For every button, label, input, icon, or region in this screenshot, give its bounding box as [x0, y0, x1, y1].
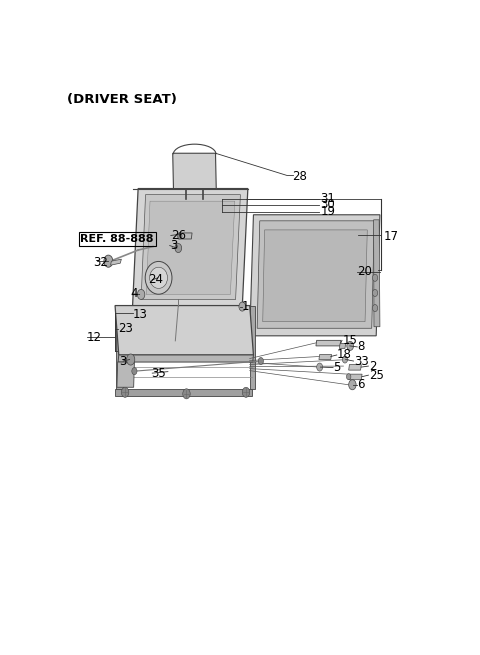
- Circle shape: [372, 274, 378, 282]
- Text: REF. 88-888: REF. 88-888: [81, 234, 154, 244]
- Text: 26: 26: [171, 229, 186, 242]
- Text: 2: 2: [369, 360, 376, 373]
- Text: 3: 3: [120, 354, 127, 367]
- Circle shape: [372, 305, 378, 312]
- Circle shape: [121, 387, 129, 398]
- Polygon shape: [178, 233, 192, 239]
- Text: 6: 6: [358, 378, 365, 391]
- Text: 24: 24: [148, 273, 164, 286]
- Text: 28: 28: [292, 170, 307, 183]
- Text: 12: 12: [87, 331, 102, 344]
- Circle shape: [372, 290, 378, 297]
- Circle shape: [342, 356, 348, 363]
- Text: 32: 32: [94, 256, 108, 269]
- Polygon shape: [348, 374, 362, 380]
- Circle shape: [104, 255, 113, 267]
- Text: 23: 23: [118, 322, 132, 335]
- Text: 17: 17: [384, 230, 398, 243]
- Ellipse shape: [150, 267, 168, 288]
- Polygon shape: [115, 305, 253, 355]
- Polygon shape: [250, 215, 380, 336]
- Circle shape: [348, 380, 356, 390]
- Polygon shape: [263, 230, 367, 322]
- Polygon shape: [110, 259, 121, 265]
- Text: 5: 5: [334, 361, 341, 374]
- Polygon shape: [116, 305, 123, 391]
- Circle shape: [242, 387, 250, 398]
- Circle shape: [132, 367, 137, 375]
- Circle shape: [347, 341, 353, 350]
- Text: 31: 31: [321, 192, 335, 205]
- Polygon shape: [250, 305, 255, 389]
- Text: 19: 19: [321, 205, 336, 218]
- Polygon shape: [141, 195, 240, 299]
- Polygon shape: [117, 362, 134, 387]
- Polygon shape: [146, 201, 235, 295]
- Polygon shape: [257, 221, 374, 328]
- Circle shape: [175, 244, 181, 253]
- Polygon shape: [348, 365, 361, 370]
- Circle shape: [127, 354, 135, 365]
- Polygon shape: [319, 354, 332, 360]
- Ellipse shape: [145, 261, 172, 294]
- Text: 18: 18: [337, 348, 352, 362]
- Circle shape: [178, 233, 182, 239]
- Polygon shape: [132, 189, 248, 307]
- Polygon shape: [118, 355, 253, 362]
- Text: 33: 33: [354, 354, 369, 367]
- Text: 25: 25: [369, 369, 384, 382]
- Circle shape: [258, 358, 264, 365]
- Polygon shape: [115, 389, 252, 396]
- Text: 15: 15: [343, 334, 358, 347]
- Text: (DRIVER SEAT): (DRIVER SEAT): [67, 93, 177, 105]
- Circle shape: [347, 373, 351, 380]
- Polygon shape: [316, 341, 341, 346]
- Polygon shape: [173, 153, 216, 189]
- Text: 1: 1: [241, 300, 249, 313]
- Circle shape: [317, 363, 323, 371]
- Circle shape: [239, 302, 246, 311]
- Text: 8: 8: [358, 341, 365, 354]
- Text: 13: 13: [132, 308, 147, 321]
- Text: 30: 30: [321, 198, 335, 211]
- Text: 3: 3: [170, 239, 177, 252]
- Text: 35: 35: [151, 367, 166, 380]
- Text: 4: 4: [131, 288, 138, 301]
- Circle shape: [183, 389, 190, 399]
- Text: 20: 20: [358, 265, 372, 278]
- Circle shape: [137, 290, 145, 299]
- Polygon shape: [339, 343, 346, 348]
- Polygon shape: [373, 220, 380, 327]
